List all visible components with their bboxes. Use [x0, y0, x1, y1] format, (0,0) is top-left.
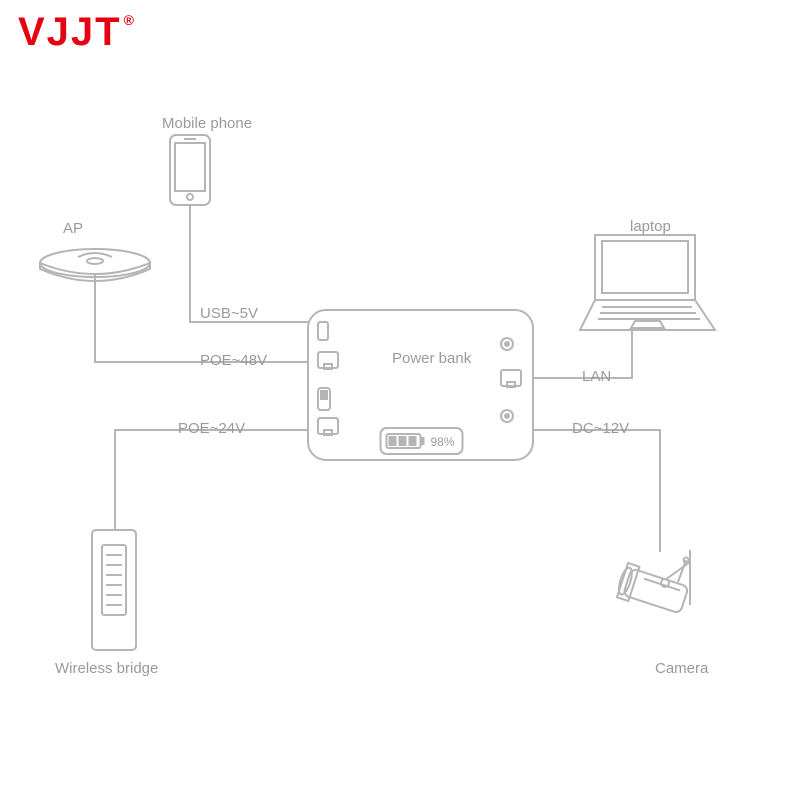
- diagram-canvas: 98%: [0, 0, 800, 800]
- battery-display: 98%: [381, 428, 463, 454]
- poe24v-label: POE~24V: [178, 420, 245, 437]
- mobile-label: Mobile phone: [162, 115, 252, 132]
- laptop-label: laptop: [630, 218, 671, 235]
- powerbank: 98%: [308, 310, 533, 460]
- mobile-phone-icon: [170, 135, 210, 205]
- wire-dc12v: [533, 430, 660, 552]
- dc12v-label: DC~12V: [572, 420, 629, 437]
- wireless-bridge-icon: [92, 530, 136, 650]
- poe48v-label: POE~48V: [200, 352, 267, 369]
- camera-icon: [615, 550, 690, 617]
- lan-label: LAN: [582, 368, 611, 385]
- powerbank-label: Power bank: [392, 350, 471, 367]
- camera-label: Camera: [655, 660, 708, 677]
- laptop-icon: [580, 235, 715, 330]
- ap-label: AP: [63, 220, 83, 237]
- connection-wires: [95, 205, 660, 552]
- usb5v-label: USB~5V: [200, 305, 258, 322]
- svg-text:98%: 98%: [431, 435, 455, 449]
- ap-icon: [40, 249, 150, 281]
- wbridge-label: Wireless bridge: [55, 660, 158, 677]
- wire-poe24v: [115, 430, 308, 530]
